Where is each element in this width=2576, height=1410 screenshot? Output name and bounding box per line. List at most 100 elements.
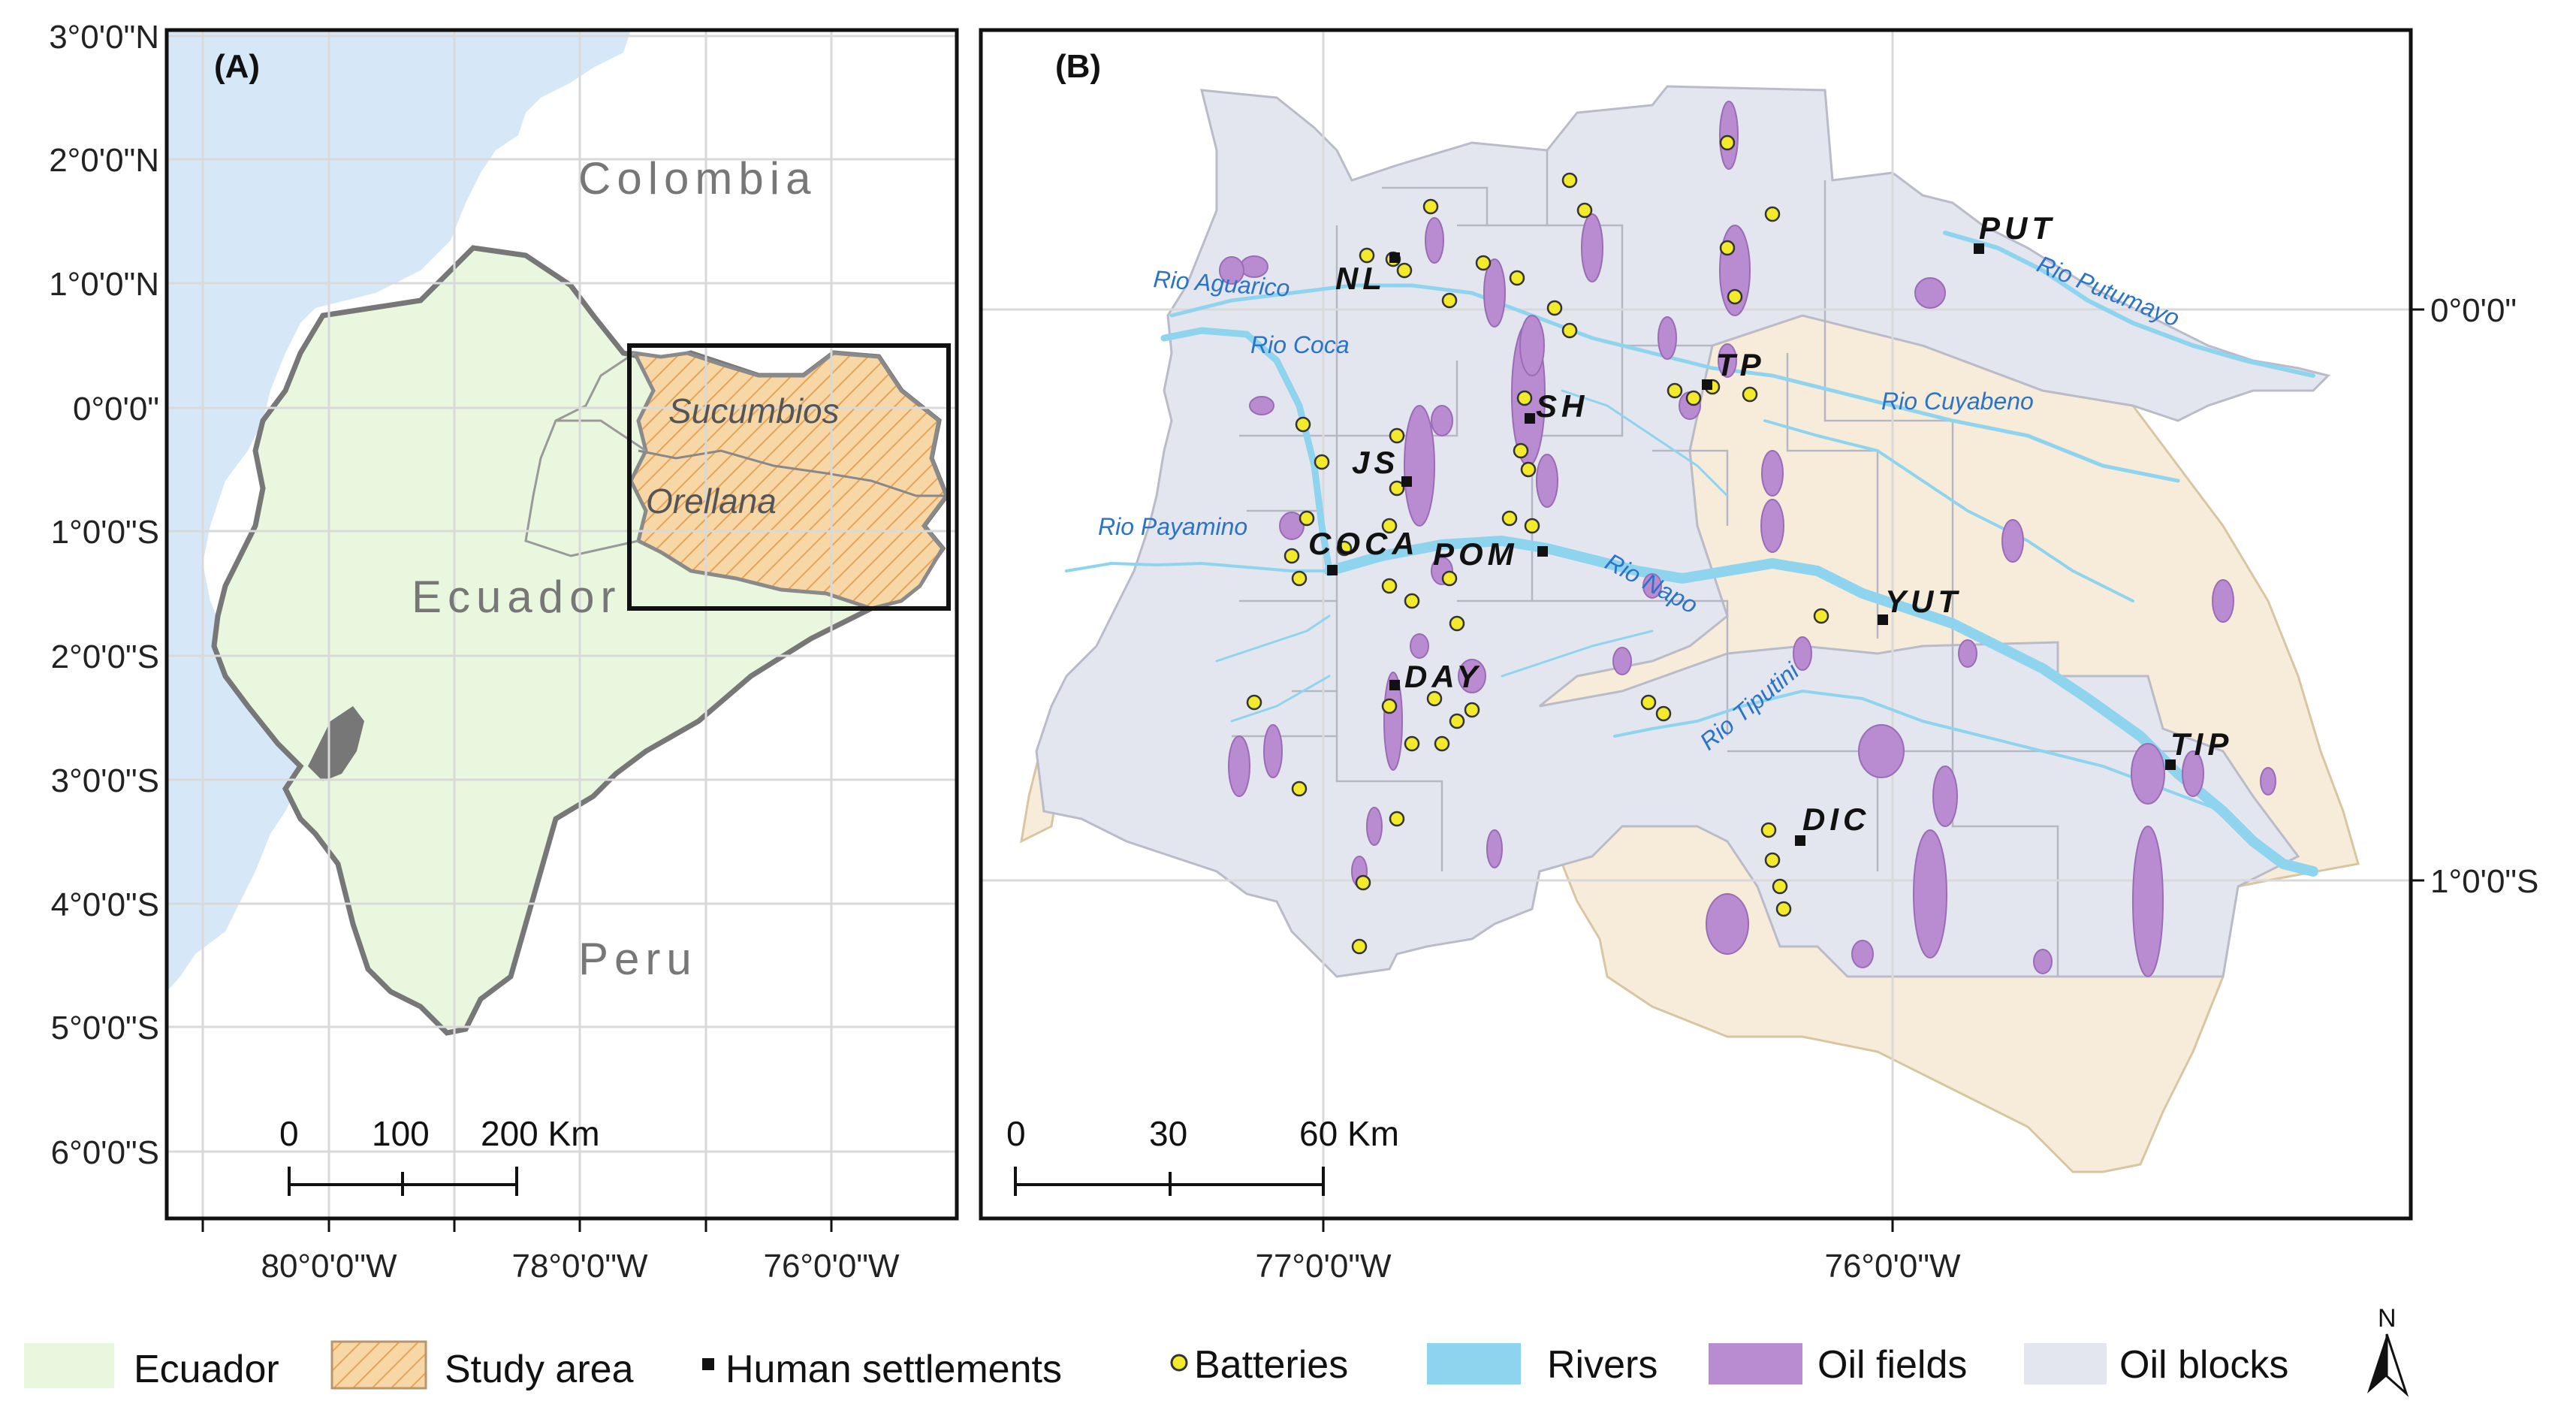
legend-label-oil-blocks: Oil blocks [2119, 1343, 2288, 1387]
river-label-cuyabeno: Rio Cuyabeno [1881, 388, 2034, 415]
battery-point [1764, 206, 1781, 222]
lon-labels-a: 80°0'0"W 78°0'0"W 76°0'0"W [261, 1248, 899, 1285]
panel-b-frame [979, 28, 2413, 1221]
study-area-extent-box [627, 343, 951, 611]
battery-point [1314, 454, 1330, 470]
oil-field [1219, 256, 1244, 285]
legend-label-oil-fields: Oil fields [1817, 1343, 1967, 1387]
oil-field [1410, 633, 1429, 659]
lat-label-b-0: 0°0'0" [2430, 292, 2517, 329]
settlement-marker-tp [1702, 379, 1712, 390]
province-label-sucumbios: Sucumbios [668, 391, 840, 430]
oil-field [1858, 724, 1905, 778]
battery-point [1336, 540, 1353, 557]
river-aguarico [1169, 283, 2180, 483]
battery-point [1449, 713, 1465, 729]
country-label-colombia: Colombia [578, 153, 816, 204]
battery-point [1475, 255, 1492, 271]
settlement-marker-tip [2165, 759, 2176, 770]
battery-point [1426, 690, 1443, 707]
oil-field [1383, 672, 1403, 771]
lon-label-78w: 78°0'0"W [511, 1248, 647, 1285]
battery-point [1351, 938, 1368, 955]
battery-point [1719, 134, 1736, 151]
river-minor [1215, 389, 1729, 723]
oil-field [1658, 316, 1677, 360]
battery-point [1516, 390, 1533, 406]
battery-point [1685, 390, 1702, 406]
lat-label-4s: 4°0'0"S [51, 886, 159, 923]
battery-point [1449, 615, 1465, 632]
oil-field [2033, 949, 2053, 974]
province-boundary [638, 449, 946, 497]
country-label-ecuador: Ecuador [412, 572, 621, 622]
oil-field [2182, 750, 2204, 797]
oil-field [2260, 767, 2276, 796]
oil-field [1431, 405, 1453, 436]
legend-swatch-oil-fields [1709, 1343, 1802, 1384]
oil-field [2131, 743, 2165, 805]
legend: Ecuador Study area Human settlements Bat… [24, 1304, 2409, 1397]
legend-item-batteries: Batteries [1170, 1343, 1348, 1387]
legend-item-ecuador: Ecuador [24, 1343, 279, 1391]
lon-ticks-a [201, 1218, 833, 1232]
battery-point [1291, 570, 1308, 587]
battery-point [1561, 322, 1578, 339]
lon-ticks-b [1322, 1218, 1894, 1232]
settlement-marker-put [1974, 243, 1984, 254]
panel-a-label: (A) [214, 48, 260, 85]
legend-swatch-study-area [330, 1340, 427, 1390]
battery-point [1640, 694, 1657, 711]
battery-point [1422, 198, 1439, 215]
settlement-label-tip: TIP [2170, 726, 2233, 762]
oil-field [1958, 639, 1977, 668]
oil-field [1425, 217, 1444, 264]
legend-label-settlements: Human settlements [725, 1348, 1062, 1391]
settlements-layer [1327, 243, 2176, 846]
legend-swatch-rivers [1427, 1343, 1521, 1384]
settlement-marker-js [1401, 476, 1412, 487]
battery-point [1404, 735, 1420, 752]
battery-point [1727, 288, 1743, 305]
battery-point [1299, 510, 1315, 527]
legend-label-study-area: Study area [445, 1348, 634, 1391]
battery-point [1434, 735, 1450, 752]
battery-point [1246, 694, 1262, 711]
legend-item-study-area: Study area [330, 1340, 634, 1391]
batteries-layer [1246, 134, 1829, 955]
river-cuyabeno [1763, 419, 2134, 602]
river-payamino [1065, 562, 1331, 572]
lat-label-b-1s: 1°0'0"S [2430, 863, 2538, 900]
settlement-marker-pom [1537, 546, 1548, 557]
settlement-marker-yut [1878, 614, 1888, 625]
settlement-marker-nl [1389, 252, 1400, 263]
panel-a-frame [164, 28, 959, 1221]
lat-labels-b: 0°0'0" 1°0'0"S [2430, 292, 2538, 900]
battery-point [1742, 386, 1758, 403]
battery-point [1381, 578, 1398, 594]
scalebar-a-label-200: 200 Km [481, 1114, 600, 1153]
river-coca [1160, 327, 1333, 575]
legend-item-oil-fields: Oil fields [1709, 1343, 1967, 1387]
settlement-marker-dic [1795, 835, 1805, 846]
settlement-label-js: JS [1352, 445, 1399, 480]
graticule-a [167, 30, 957, 1218]
scalebar-a-label-100: 100 [372, 1114, 430, 1153]
north-arrow-label: N [2378, 1304, 2397, 1333]
scalebar-b: 0 30 60 Km [1006, 1114, 1399, 1196]
galapagos-coast [308, 706, 364, 781]
settlement-label-coca: COCA [1308, 526, 1419, 561]
battery-point [1359, 247, 1375, 264]
panel-b-label: (B) [1055, 48, 1101, 85]
battery-point [1396, 262, 1413, 279]
oil-field [1366, 807, 1383, 846]
oil-field [1483, 258, 1506, 328]
legend-swatch-settlements [702, 1358, 714, 1370]
oil-field [1706, 893, 1749, 955]
settlement-marker-day [1389, 680, 1400, 690]
battery-point [1513, 442, 1529, 459]
battery-point [1355, 874, 1371, 891]
country-label-peru: Peru [578, 934, 698, 984]
oil-field [2132, 826, 2164, 977]
battery-point [1576, 202, 1593, 219]
